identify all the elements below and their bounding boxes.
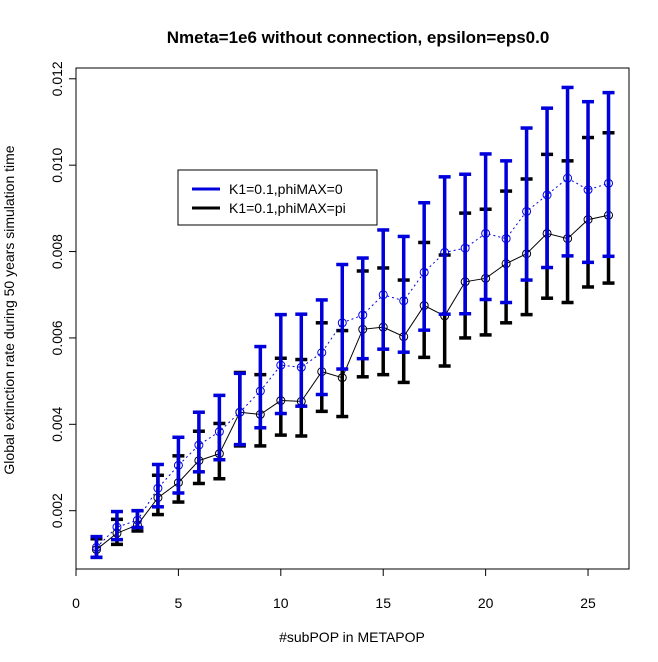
series-1-point-6 [194, 440, 204, 450]
series-1-point-23 [542, 190, 552, 200]
y-tick-label-4: 0.010 [49, 147, 65, 182]
legend-label-series-1: K1=0.1,phiMAX=0 [229, 181, 343, 197]
x-tick-label-2: 10 [273, 595, 289, 611]
y-axis-label: Global extinction rate during 50 years s… [1, 145, 17, 474]
series-1-point-9 [255, 386, 265, 396]
series-1-point-20 [481, 228, 491, 238]
series-1-point-18 [440, 247, 450, 257]
y-tick-label-3: 0.008 [49, 234, 65, 269]
x-tick-label-3: 15 [375, 595, 391, 611]
series-1 [90, 85, 615, 560]
series-1-point-12 [317, 348, 327, 358]
legend-label-series-2: K1=0.1,phiMAX=pi [229, 200, 346, 216]
y-axis: 0.002 0.004 0.006 0.008 0.010 0.012 [49, 61, 77, 528]
series-1-point-13 [337, 318, 347, 328]
series-1-point-1 [91, 542, 101, 552]
x-axis-label: #subPOP in METAPOP [279, 629, 425, 645]
series-1-point-22 [522, 206, 532, 216]
series-1-point-3 [132, 515, 142, 525]
y-tick-label-1: 0.004 [49, 407, 65, 442]
series-1-point-21 [501, 234, 511, 244]
x-tick-label-4: 20 [478, 595, 494, 611]
series-1-point-7 [214, 427, 224, 437]
series-1-point-4 [153, 483, 163, 493]
chart-title: Nmeta=1e6 without connection, epsilon=ep… [167, 28, 550, 47]
series-1-point-10 [276, 360, 286, 370]
series-1-point-17 [419, 267, 429, 277]
series-1-point-24 [563, 173, 573, 183]
series-1-point-8 [235, 407, 245, 417]
x-tick-label-5: 25 [580, 595, 596, 611]
series-1-point-2 [112, 522, 122, 532]
series-1-point-11 [296, 362, 306, 372]
series-1-point-19 [460, 243, 470, 253]
series-1-point-26 [604, 178, 614, 188]
y-tick-label-2: 0.006 [49, 320, 65, 355]
x-axis: 0 5 10 15 20 25 [72, 568, 596, 611]
x-tick-label-0: 0 [72, 595, 80, 611]
series-layer [90, 85, 615, 560]
y-tick-label-5: 0.012 [49, 61, 65, 96]
series-1-point-16 [399, 296, 409, 306]
series-1-point-25 [583, 185, 593, 195]
series-1-point-14 [358, 310, 368, 320]
series-2-line [96, 214, 609, 550]
series-1-point-15 [378, 290, 388, 300]
series-1-point-5 [173, 460, 183, 470]
legend-box [177, 169, 378, 226]
series-1-line [96, 177, 609, 548]
y-tick-label-0: 0.002 [49, 493, 65, 528]
legend: K1=0.1,phiMAX=0 K1=0.1,phiMAX=pi [177, 169, 378, 226]
x-tick-label-1: 5 [175, 595, 183, 611]
series-2-point-13 [337, 373, 347, 383]
